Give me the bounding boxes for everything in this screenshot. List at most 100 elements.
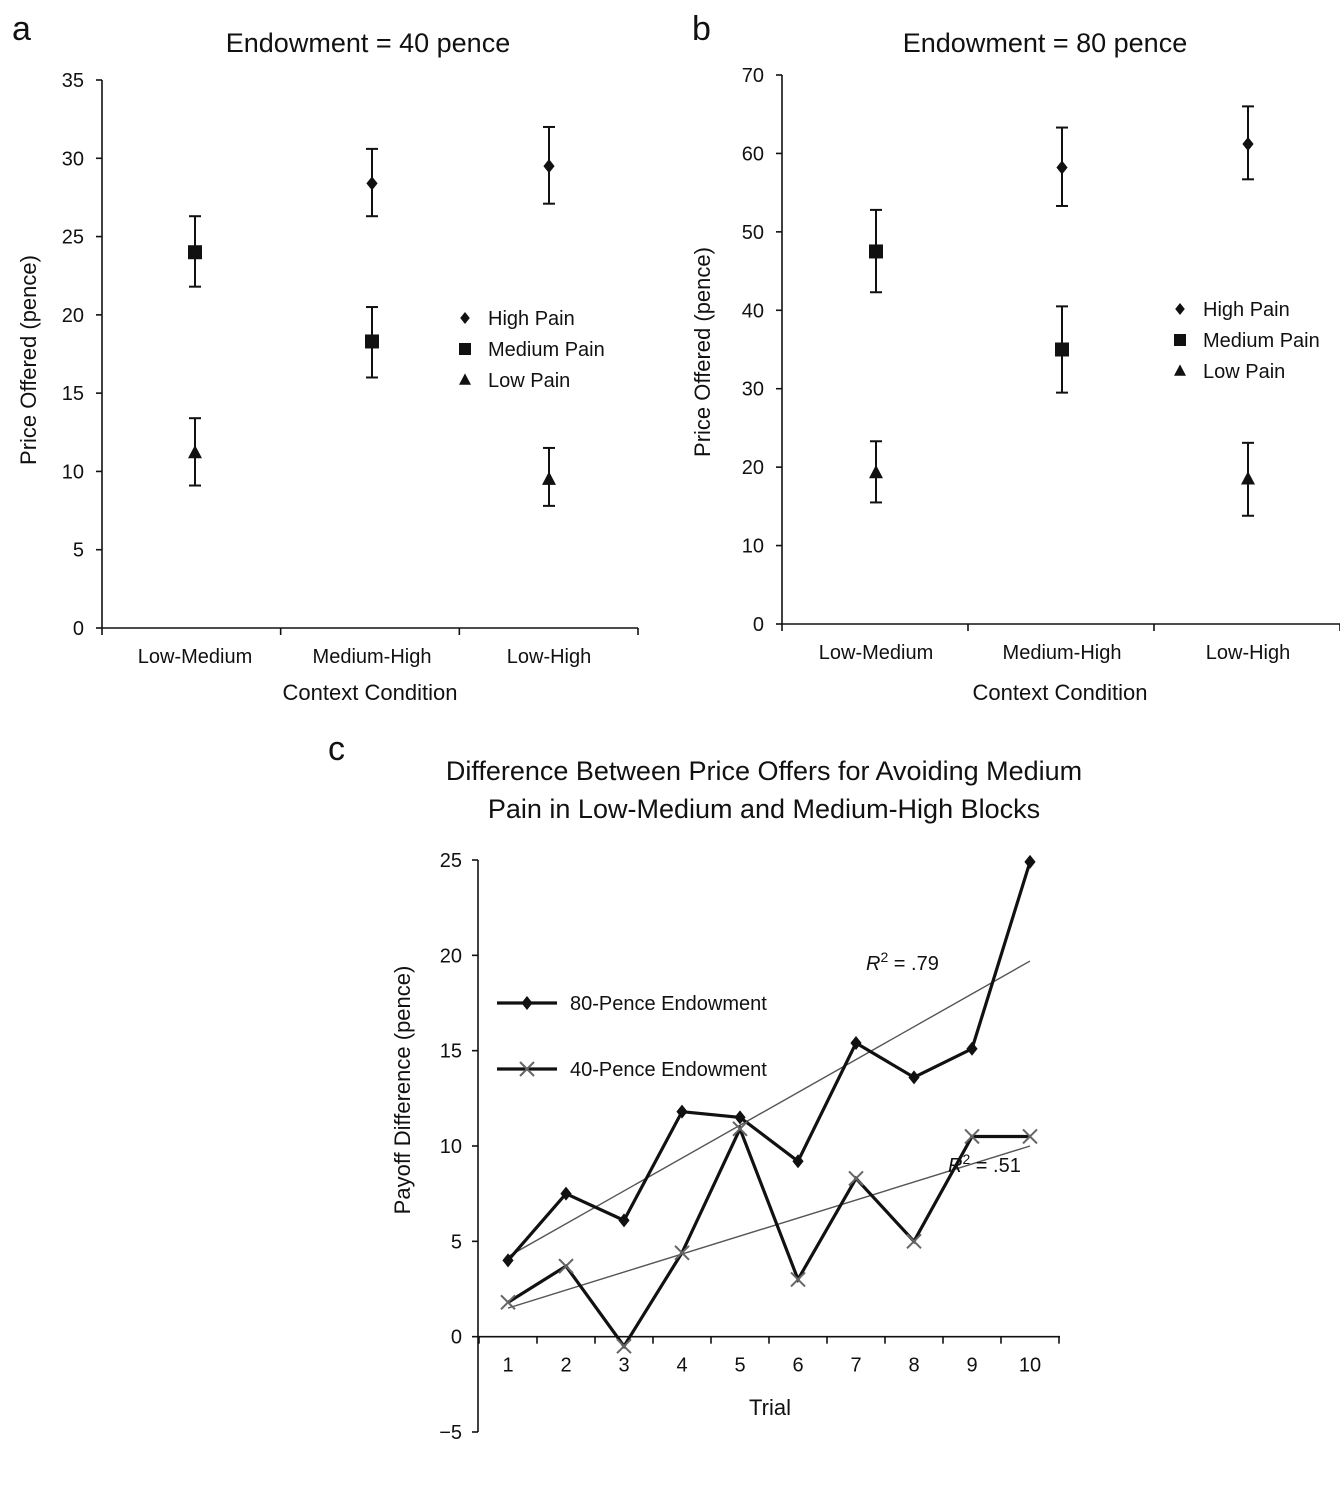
- chart-b-high-pain-point: [1242, 137, 1254, 152]
- chart-c-series-40-point: [616, 1338, 632, 1354]
- chart-c-series-40-point: [790, 1271, 806, 1288]
- chart-b-y-tick-label: 10: [742, 536, 764, 558]
- chart-a-title: Endowment = 40 pence: [226, 28, 510, 58]
- chart-a-y-tick-label: 35: [62, 70, 84, 92]
- chart-c-series-40-point-stroke2: [732, 1121, 748, 1137]
- panel-letter-c: c: [328, 730, 345, 768]
- chart-a-y-tick-label: 20: [62, 305, 84, 327]
- chart-b-legend-medium-pain-label: Medium Pain: [1203, 330, 1320, 352]
- chart-a-x-tick-label: Low-High: [507, 646, 591, 668]
- chart-c-series-80-point: [734, 1110, 746, 1125]
- chart-c-y-tick-label: 20: [440, 945, 462, 967]
- chart-c-series-80-point: [618, 1213, 630, 1228]
- chart-c-series-40-point-stroke2: [848, 1170, 864, 1187]
- chart-c-y-tick-label: −5: [439, 1422, 462, 1444]
- chart-c-r2-label-80: R2 = .79: [866, 949, 939, 975]
- chart-c-title-line1: Difference Between Price Offers for Avoi…: [446, 756, 1082, 786]
- chart-c-series-40-point: [1022, 1128, 1038, 1145]
- chart-c-x-tick-label: 10: [1019, 1355, 1041, 1377]
- chart-a-y-tick-label: 15: [62, 383, 84, 405]
- chart-c-series-80-point: [676, 1104, 688, 1119]
- chart-c-y-tick-label: 10: [440, 1136, 462, 1158]
- chart-c-x-tick-label: 1: [502, 1355, 513, 1377]
- chart-a-y-tick-label: 10: [62, 461, 84, 483]
- chart-c-r2-label-40: R2 = .51: [948, 1151, 1021, 1177]
- chart-c-series-80-point: [502, 1253, 514, 1268]
- chart-b-x-tick-label: Low-Medium: [819, 642, 933, 664]
- chart-c-series-80-point: [560, 1186, 572, 1201]
- chart-c-x-tick-label: 6: [792, 1355, 803, 1377]
- chart-a-y-tick-label: 30: [62, 148, 84, 170]
- chart-c-legend-series-40-marker-stroke2: [519, 1061, 535, 1077]
- chart-c-series-80-point: [850, 1036, 862, 1051]
- chart-c-series-40-point-stroke2: [790, 1271, 806, 1288]
- chart-c-series-80-point: [908, 1070, 920, 1085]
- chart-c-legend-series-40-label: 40-Pence Endowment: [570, 1059, 767, 1081]
- chart-a-xlabel: Context Condition: [283, 680, 458, 705]
- chart-a-medium-pain-point: [365, 334, 379, 349]
- chart-c-title-line2: Pain in Low-Medium and Medium-High Block…: [488, 794, 1040, 824]
- chart-c-series-40-point-stroke2: [964, 1128, 980, 1145]
- chart-a-legend-low-pain-marker: [459, 373, 471, 385]
- chart-a-high-pain-point: [543, 159, 555, 174]
- chart-c-x-tick-label: 9: [966, 1355, 977, 1377]
- chart-c-x-tick-label: 2: [560, 1355, 571, 1377]
- chart-c-ylabel: Payoff Difference (pence): [390, 966, 415, 1215]
- chart-a-legend-medium-pain-label: Medium Pain: [488, 339, 605, 361]
- chart-c-y-tick-label: 0: [451, 1327, 462, 1349]
- chart-a: 0 5 10 15 20 25 30 35 Low-Medium Medium-High Low-H…: [62, 70, 639, 668]
- chart-b-y-tick-label: 30: [742, 379, 764, 401]
- chart-c-series-40-line: [507, 1124, 1030, 1350]
- chart-c-series-40-point-stroke2: [906, 1233, 922, 1250]
- chart-c-x-tick-label: 3: [618, 1355, 629, 1377]
- chart-c-series-40-point: [500, 1294, 516, 1311]
- chart-c-series-40-point: [964, 1128, 980, 1145]
- chart-a-low-pain-point: [542, 471, 556, 485]
- chart-a-medium-pain-point: [188, 245, 202, 260]
- chart-b-legend-high-pain-marker: [1175, 303, 1185, 315]
- chart-a-legend-low-pain-label: Low Pain: [488, 370, 570, 392]
- chart-b-legend-low-pain-marker: [1174, 364, 1186, 376]
- chart-c-x-tick-label: 4: [676, 1355, 687, 1377]
- chart-c-series-40-point-stroke2: [616, 1338, 632, 1354]
- chart-c-series-80-line: [506, 861, 1032, 1262]
- chart-b-ylabel: Price Offered (pence): [690, 247, 715, 457]
- chart-b-legend-high-pain-label: High Pain: [1203, 299, 1290, 321]
- chart-a-y-tick-label: 25: [62, 227, 84, 249]
- chart-c-series-40-point: [558, 1258, 574, 1274]
- chart-c-x-tick-label: 5: [734, 1355, 745, 1377]
- chart-c-series-80-point: [1024, 854, 1036, 869]
- chart-b-legend-low-pain-label: Low Pain: [1203, 361, 1285, 383]
- chart-a-x-tick-label: Medium-High: [313, 646, 432, 668]
- chart-c-series-80-point: [966, 1041, 978, 1056]
- chart-c-y-tick-label: 5: [451, 1231, 462, 1253]
- chart-a-ylabel: Price Offered (pence): [16, 255, 41, 465]
- chart-c-series-40-point: [848, 1170, 864, 1187]
- chart-c: −5 0 5 10 15 20 25 1 2 3 4 5 6 7 8 9 10 R2 = .79 R2 = .51 8…: [439, 850, 1060, 1444]
- chart-a-legend-high-pain-label: High Pain: [488, 308, 575, 330]
- panel-letter-a: a: [12, 10, 31, 48]
- chart-c-xlabel: Trial: [749, 1395, 791, 1420]
- chart-b-y-tick-label: 70: [742, 65, 764, 87]
- chart-b-legend-medium-pain-marker: [1174, 334, 1186, 346]
- chart-c-y-tick-label: 25: [440, 850, 462, 872]
- chart-b-y-tick-label: 60: [742, 143, 764, 165]
- chart-b-y-tick-label: 40: [742, 300, 764, 322]
- chart-b-x-tick-label: Medium-High: [1003, 642, 1122, 664]
- chart-b-medium-pain-point: [1055, 342, 1069, 357]
- chart-b-y-tick-label: 20: [742, 457, 764, 479]
- chart-b-low-pain-point: [869, 464, 883, 479]
- chart-a-low-pain-point: [188, 444, 202, 459]
- chart-b-medium-pain-point: [869, 244, 883, 259]
- chart-b-high-pain-point: [1056, 160, 1068, 175]
- chart-c-y-tick-label: 15: [440, 1041, 462, 1063]
- panel-letter-b: b: [692, 10, 711, 48]
- chart-b-y-tick-label: 0: [753, 614, 764, 636]
- chart-a-y-tick-label: 5: [73, 540, 84, 562]
- chart-b-low-pain-point: [1241, 471, 1255, 485]
- chart-c-series-40-point-stroke2: [674, 1245, 690, 1261]
- chart-a-y-tick-label: 0: [73, 618, 84, 640]
- chart-a-legend-high-pain-marker: [460, 312, 470, 324]
- chart-a-high-pain-point: [366, 176, 378, 191]
